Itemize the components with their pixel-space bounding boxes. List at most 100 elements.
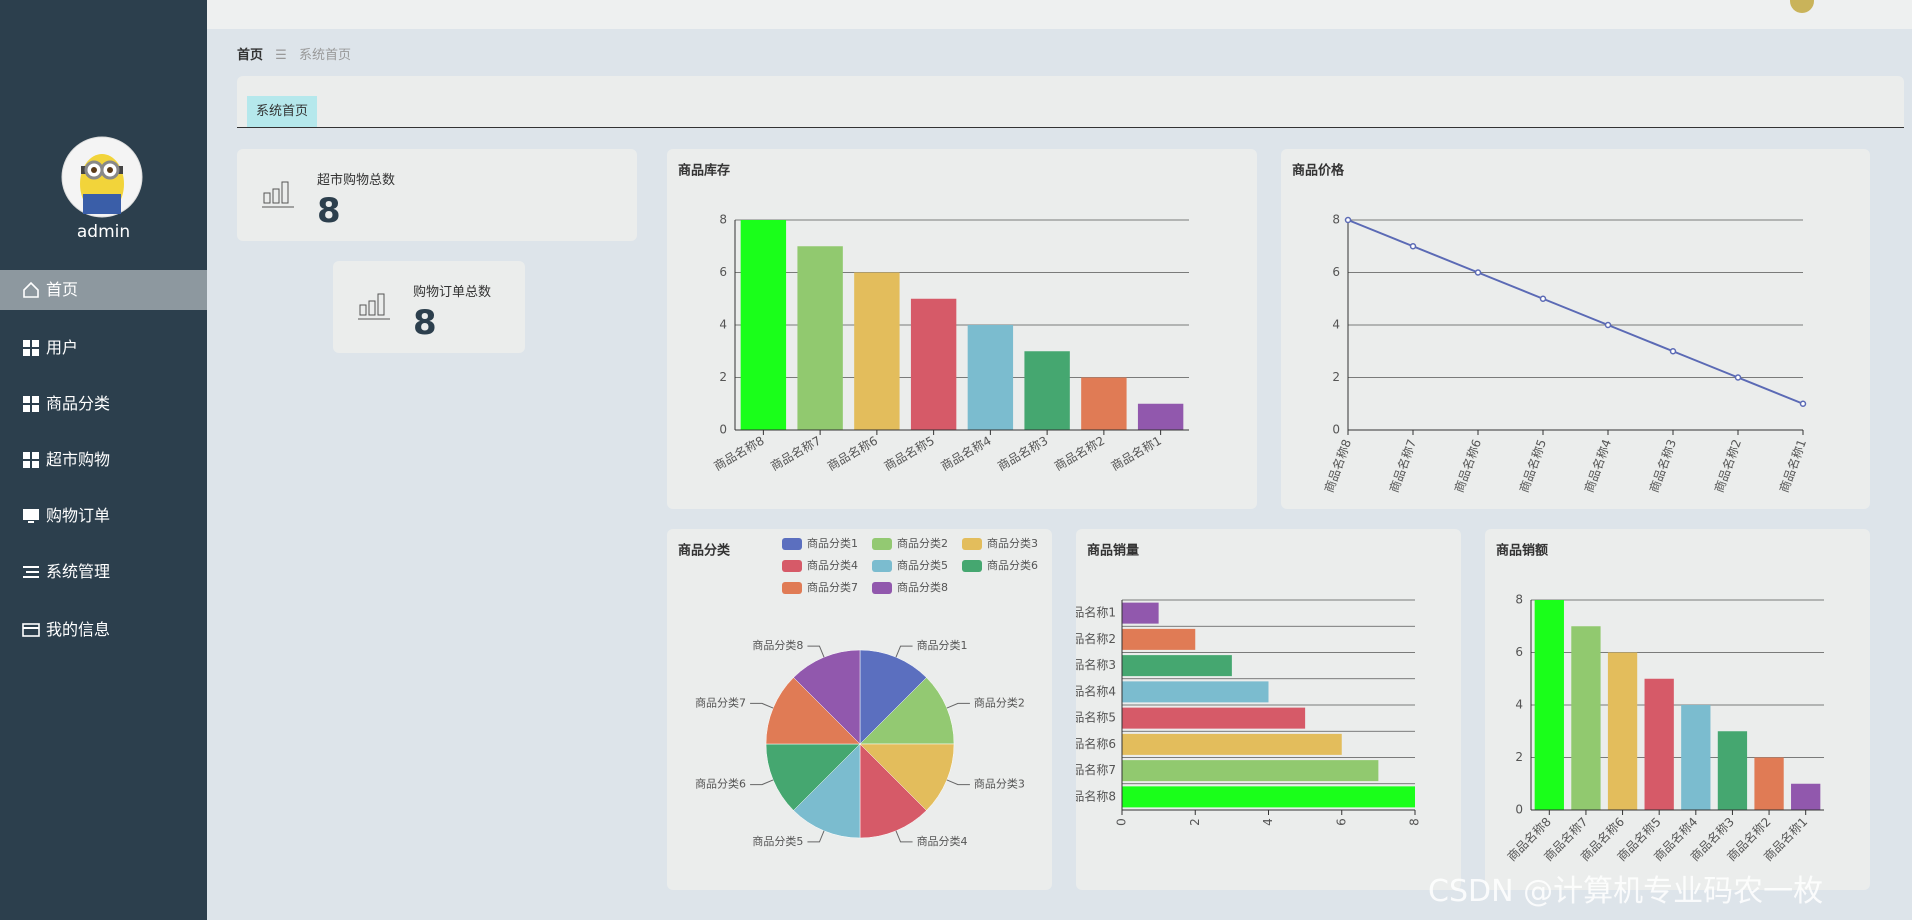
menu-item[interactable]: 用户	[0, 328, 207, 368]
top-avatar	[1790, 0, 1814, 13]
menu-item[interactable]: 首页	[0, 270, 207, 310]
y-tick-label: 6	[1332, 265, 1340, 279]
tab[interactable]: 系统首页	[247, 96, 318, 127]
bar	[1137, 403, 1184, 430]
bar	[1122, 733, 1342, 755]
menu-label: 商品分类	[46, 394, 111, 413]
x-tick-label: 商品名称3	[995, 433, 1051, 474]
menu-icon	[23, 340, 39, 356]
bar	[1122, 655, 1232, 677]
menu-label: 用户	[46, 338, 79, 357]
slice-label: 商品分类4	[917, 834, 968, 848]
legend-swatch	[782, 582, 802, 594]
leader-line	[807, 645, 825, 658]
watermark: CSDN @计算机专业码农一枚	[1428, 874, 1824, 909]
menu-label: 超市购物	[46, 450, 111, 469]
menu-item[interactable]: 系统管理	[0, 552, 207, 592]
y-tick-label: 6	[719, 265, 727, 279]
slice-label: 商品分类7	[695, 695, 746, 709]
leader-line	[750, 702, 774, 709]
stat-value: 8	[317, 191, 341, 231]
menu-icon	[23, 281, 39, 298]
legend-label: 商品分类5	[897, 558, 948, 572]
x-tick-label: 商品名称7	[768, 433, 824, 474]
menu-label: 系统管理	[46, 562, 111, 581]
chart-card: 商品销量商品名称1 商品名称2 商品名称3 商品名称4 商品名称5 商品名称6 商品名称7 商…	[1076, 529, 1461, 890]
legend-swatch	[962, 538, 982, 550]
y-tick-label: 8	[1515, 593, 1523, 607]
x-tick-label: 8	[1408, 818, 1422, 826]
y-tick-label: 0	[1515, 803, 1523, 817]
leader-line	[895, 830, 913, 843]
bar	[1607, 652, 1638, 810]
y-tick-label: 商品名称1	[1076, 605, 1116, 620]
bar	[1122, 707, 1306, 729]
bar	[797, 246, 843, 430]
pie-slice	[859, 677, 955, 745]
bar	[910, 298, 957, 430]
y-tick-label: 2	[1515, 750, 1523, 764]
legend-label: 商品分类2	[897, 536, 948, 550]
pie-slice	[859, 743, 927, 839]
chart-card: 商品价格 0 2 4 6 8 商品名称8 商品名称7 商品名称6 商品名称5 商品名称4 商品名称3 商…	[1281, 149, 1870, 509]
menu-item[interactable]: 超市购物	[0, 440, 207, 480]
legend-label: 商品分类1	[807, 536, 858, 550]
chart-title: 商品分类	[678, 543, 731, 559]
slice-label: 商品分类2	[974, 695, 1025, 709]
separator: ☰	[275, 48, 287, 63]
leader-line	[946, 779, 970, 786]
bar	[1681, 705, 1711, 810]
bar	[854, 272, 900, 430]
y-tick-label: 2	[719, 370, 727, 384]
x-tick-label: 商品名称1	[1108, 433, 1164, 474]
legend-label: 商品分类4	[807, 558, 858, 572]
avatar	[61, 136, 143, 218]
chart-title: 商品销量	[1087, 543, 1139, 559]
x-tick-label: 商品名称4	[938, 433, 994, 474]
point	[1734, 374, 1742, 381]
chart-card: 商品分类 商品分类1 商品分类2 商品分类3 商品分类4 商品分类5 商品分类6 商品分类7 商…	[667, 529, 1052, 890]
bar	[1534, 600, 1564, 810]
leader-line	[750, 779, 774, 786]
bar	[967, 325, 1014, 430]
menu-label: 首页	[46, 280, 79, 299]
breadcrumb-current: 系统首页	[298, 48, 351, 63]
point	[1799, 400, 1807, 407]
stat-value: 8	[413, 303, 437, 343]
point	[1409, 243, 1417, 250]
chart: 商品价格 0 2 4 6 8 商品名称8 商品名称7 商品名称6 商品名称5 商品名称4 商品名称3 商…	[1292, 163, 1809, 495]
menu-item[interactable]: 商品分类	[0, 384, 207, 424]
bar	[1791, 783, 1821, 810]
menu-icon	[23, 396, 39, 412]
line	[1347, 219, 1804, 405]
menu-label: 购物订单	[46, 506, 111, 525]
slice-label: 商品分类5	[752, 834, 803, 848]
point	[1539, 295, 1547, 302]
menu-item[interactable]: 我的信息	[0, 610, 207, 650]
username: admin	[76, 222, 131, 242]
y-tick-label: 商品名称7	[1076, 762, 1116, 777]
chart: 商品销量商品名称1 商品名称2 商品名称3 商品名称4 商品名称5 商品名称6 商品名称7 商…	[1076, 543, 1422, 826]
x-tick-label: 2	[1188, 818, 1202, 826]
chart-card: 商品库存 0 2 4 6 8 商品名称8 商品名称7 商品名称6 商品名称5 商品名称4 商品名称3 商…	[667, 149, 1257, 509]
menu-item[interactable]: 购物订单	[0, 496, 207, 536]
stat-label: 购物订单总数	[413, 285, 492, 300]
chart-title: 商品销额	[1496, 543, 1548, 559]
pie-slice	[859, 649, 927, 745]
chart-title: 商品价格	[1292, 163, 1345, 179]
x-tick-label: 6	[1334, 818, 1348, 826]
chart: 商品销额02468商品名称8商品名称7商品名称6商品名称5商品名称4商品名称3商…	[1496, 543, 1824, 864]
breadcrumb-home[interactable]: 首页	[237, 48, 264, 63]
stat-label: 超市购物总数	[317, 173, 396, 188]
y-tick-label: 0	[1332, 423, 1340, 437]
y-tick-label: 商品名称3	[1076, 657, 1116, 672]
stat-icon	[358, 293, 390, 320]
menu-icon	[23, 452, 39, 468]
x-tick-label: 商品名称5	[881, 433, 937, 474]
leader-line	[895, 645, 913, 658]
breadcrumb: 首页 ☰ 系统首页	[237, 44, 351, 63]
x-tick-label: 商品名称3	[1646, 437, 1679, 494]
